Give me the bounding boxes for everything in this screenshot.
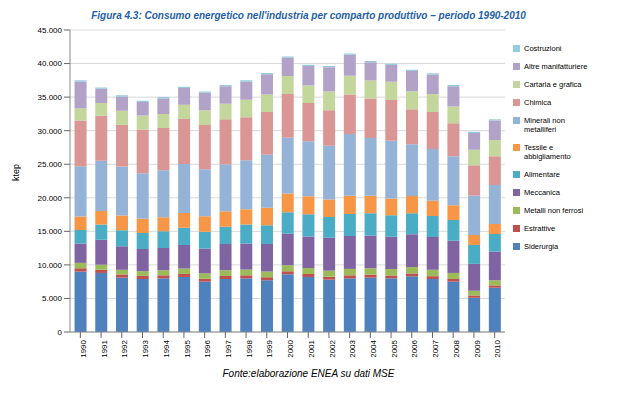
- svg-text:40.000: 40.000: [38, 59, 63, 68]
- html-text:Altre manifatturiere: Altre manifatturiere: [524, 62, 588, 71]
- svg-text:30.000: 30.000: [38, 127, 63, 136]
- html-text:Fonte:elaborazione ENEA su dat: Fonte:elaborazione ENEA su dati MSE: [222, 368, 395, 379]
- html-text:Tessile e abbigliamento: Tessile e abbigliamento: [524, 143, 571, 161]
- html-text:Chimica: Chimica: [524, 98, 552, 107]
- svg-text:1997: 1997: [224, 339, 233, 357]
- svg-text:1992: 1992: [120, 339, 129, 357]
- html-text:Minerali non metalliferi: Minerali non metalliferi: [524, 116, 565, 134]
- html-text:Siderurgia: Siderurgia: [524, 242, 559, 251]
- svg-text:2007: 2007: [431, 339, 440, 357]
- html-text:Cartaria e grafica: Cartaria e grafica: [524, 80, 582, 89]
- html-text:Estrattive: Estrattive: [524, 224, 556, 233]
- svg-text:2002: 2002: [328, 339, 337, 357]
- html-text:Meccanica: Meccanica: [524, 188, 560, 197]
- svg-text:1999: 1999: [265, 339, 274, 357]
- html-text:Figura 4.3: Consumo energetico: Figura 4.3: Consumo energetico nell'indu…: [91, 10, 526, 21]
- svg-text:1998: 1998: [245, 339, 254, 357]
- svg-text:15.000: 15.000: [38, 227, 63, 236]
- svg-text:45.000: 45.000: [38, 26, 63, 35]
- svg-text:ktep: ktep: [11, 164, 21, 181]
- svg-text:2005: 2005: [390, 339, 399, 357]
- html-text:Costruzioni: Costruzioni: [524, 44, 562, 53]
- svg-text:20.000: 20.000: [38, 194, 63, 203]
- svg-text:1994: 1994: [162, 339, 171, 357]
- svg-text:1995: 1995: [183, 339, 192, 357]
- svg-text:5.000: 5.000: [42, 294, 63, 303]
- svg-text:2010: 2010: [493, 339, 502, 357]
- svg-text:2009: 2009: [473, 339, 482, 357]
- svg-text:1993: 1993: [141, 339, 150, 357]
- svg-text:2001: 2001: [307, 339, 316, 357]
- html-text:Metalli non ferrosi: Metalli non ferrosi: [524, 206, 584, 215]
- svg-text:0: 0: [58, 328, 63, 337]
- svg-text:25.000: 25.000: [38, 160, 63, 169]
- svg-text:2004: 2004: [369, 339, 378, 357]
- svg-text:1990: 1990: [79, 339, 88, 357]
- svg-text:1996: 1996: [203, 339, 212, 357]
- svg-text:2006: 2006: [410, 339, 419, 357]
- svg-text:1991: 1991: [100, 339, 109, 357]
- html-text:Alimentare: Alimentare: [524, 170, 560, 179]
- svg-text:2008: 2008: [452, 339, 461, 357]
- svg-text:2000: 2000: [286, 339, 295, 357]
- svg-text:35.000: 35.000: [38, 93, 63, 102]
- svg-text:2003: 2003: [348, 339, 357, 357]
- svg-text:10.000: 10.000: [38, 261, 63, 270]
